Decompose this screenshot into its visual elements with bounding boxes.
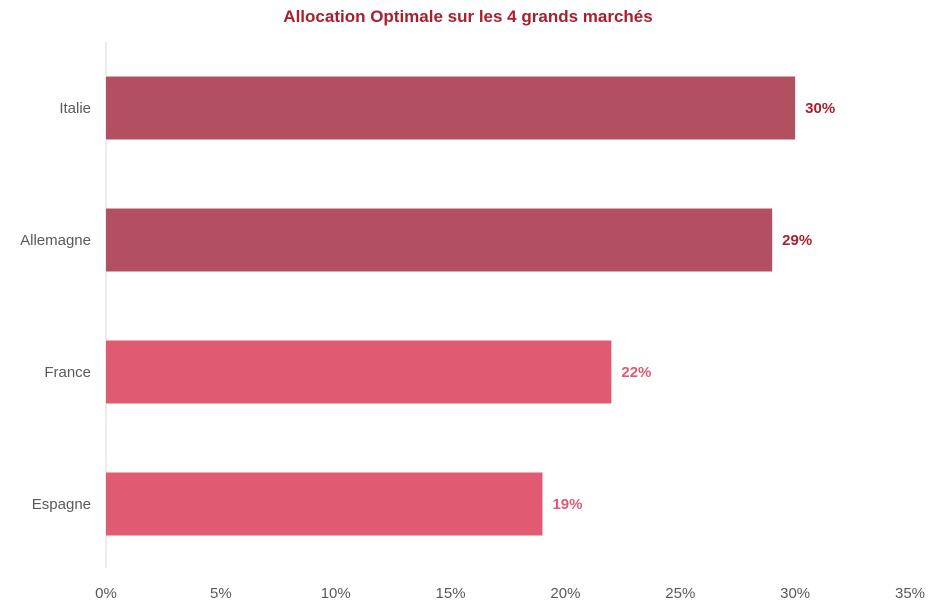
bar-allemagne <box>106 208 773 272</box>
data-label-espagne: 19% <box>552 496 582 513</box>
bar-espagne <box>106 472 543 536</box>
x-tick-label: 15% <box>436 585 466 602</box>
category-label-espagne: Espagne <box>32 496 91 513</box>
x-tick-label: 30% <box>780 585 810 602</box>
data-label-italie: 30% <box>805 100 835 117</box>
x-tick-label: 20% <box>550 585 580 602</box>
category-label-italie: Italie <box>59 100 91 117</box>
x-tick-label: 10% <box>321 585 351 602</box>
data-label-allemagne: 29% <box>782 232 812 249</box>
x-tick-label: 0% <box>95 585 117 602</box>
x-tick-label: 35% <box>895 585 925 602</box>
x-tick-label: 25% <box>665 585 695 602</box>
category-label-france: France <box>44 364 91 381</box>
bar-france <box>106 340 612 404</box>
data-label-france: 22% <box>621 364 651 381</box>
x-tick-label: 5% <box>210 585 232 602</box>
chart-title: Allocation Optimale sur les 4 grands mar… <box>283 7 652 26</box>
category-label-allemagne: Allemagne <box>20 232 91 249</box>
bar-italie <box>106 76 796 140</box>
